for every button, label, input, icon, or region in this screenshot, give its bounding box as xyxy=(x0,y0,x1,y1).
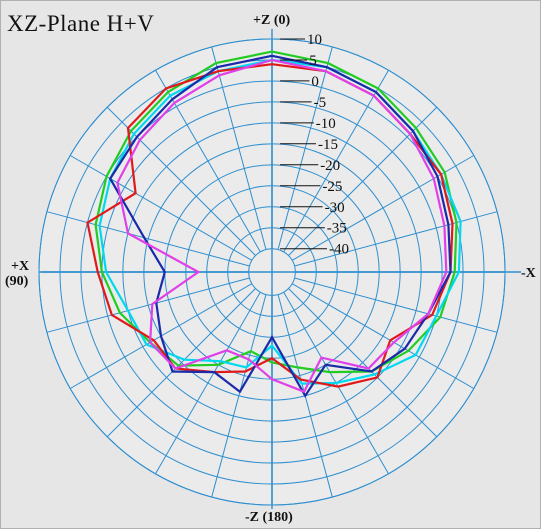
series-line-3 xyxy=(86,63,454,388)
grid-spoke xyxy=(46,277,250,333)
radial-tick-label: -40 xyxy=(329,242,349,258)
axis-label-left-line2: (90) xyxy=(5,274,29,289)
radial-tick-label: 10 xyxy=(307,32,322,48)
radial-tick-label: -15 xyxy=(318,137,338,153)
grid-spoke xyxy=(211,294,267,498)
chart-title: XZ-Plane H+V xyxy=(7,11,155,36)
axis-label-right: -X xyxy=(521,266,536,281)
grid-spoke xyxy=(291,283,475,389)
series-line-4 xyxy=(108,54,452,398)
grid-spoke xyxy=(211,46,267,250)
radial-tick-label: -25 xyxy=(322,179,342,195)
grid-spoke xyxy=(46,211,250,267)
grid-spoke xyxy=(277,46,333,250)
series-line-5 xyxy=(116,58,448,394)
grid-spoke xyxy=(69,155,253,261)
grid-spoke xyxy=(155,291,261,475)
polar-grid xyxy=(38,29,521,509)
radial-tick-label: -10 xyxy=(316,116,336,132)
grid-spoke xyxy=(294,211,498,267)
axis-label-left-line1: +X xyxy=(11,259,30,274)
grid-spoke xyxy=(288,106,438,256)
radial-tick-label: -5 xyxy=(314,95,327,111)
grid-spoke xyxy=(294,277,498,333)
grid-spoke xyxy=(155,69,261,253)
radial-tick-label: 0 xyxy=(311,74,319,90)
radial-tick-label: -30 xyxy=(325,200,345,216)
radial-tick-label: -35 xyxy=(327,221,347,237)
axis-label-bottom: -Z (180) xyxy=(245,510,293,525)
grid-spoke xyxy=(283,69,389,253)
series-line-1 xyxy=(94,50,458,374)
radial-tick-label: 5 xyxy=(309,53,317,69)
grid-spoke xyxy=(106,106,256,256)
axis-label-top: +Z (0) xyxy=(253,13,291,28)
series-group xyxy=(86,50,462,398)
grid-spoke xyxy=(106,288,256,438)
radial-tick-label: -20 xyxy=(320,158,340,174)
radial-ticks: 10 5 0 -5 -10 -15 -20 -25 -30 -35 -40 xyxy=(280,32,349,258)
grid-spoke xyxy=(291,155,475,261)
grid-spoke xyxy=(288,288,438,438)
